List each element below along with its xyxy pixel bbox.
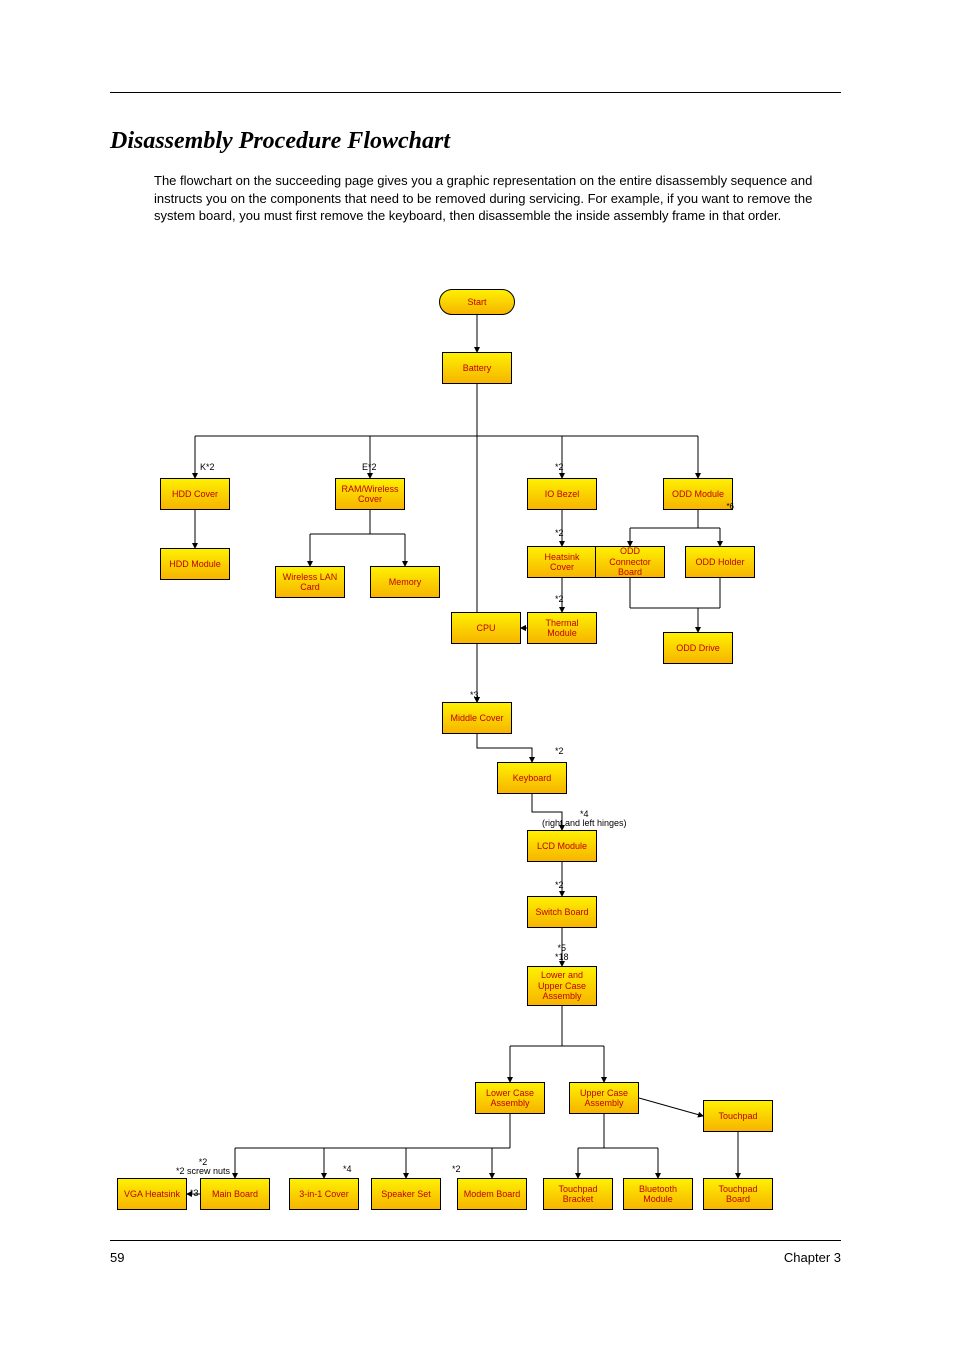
screw-label-s2: *2 [452,1164,461,1174]
node-odd_drive: ODD Drive [663,632,733,664]
node-heatsink_cover: Heatsink Cover [527,546,597,578]
page-number: 59 [110,1250,124,1265]
node-upper_case: Upper Case Assembly [569,1082,639,1114]
body-text: The flowchart on the succeeding page giv… [154,172,841,225]
screw-label-s4_hinges: *4 (right and left hinges) [542,810,627,829]
flowchart: Start Battery HDD Cover RAM/Wireless Cover I… [0,276,954,1351]
node-touchpad: Touchpad [703,1100,773,1132]
header-rule [110,92,841,93]
node-vga_heatsink: VGA Heatsink [117,1178,187,1210]
screw-label-e2: E*2 [362,462,377,472]
node-lower_case: Lower Case Assembly [475,1082,545,1114]
node-wlan_card: Wireless LAN Card [275,566,345,598]
screw-label-s4: *4 [343,1164,352,1174]
node-three_in_one: 3-in-1 Cover [289,1178,359,1210]
screw-label-s2: *2 [555,594,564,604]
node-cpu: CPU [451,612,521,644]
footer-rule [110,1240,841,1241]
node-hdd_cover: HDD Cover [160,478,230,510]
node-odd_holder: ODD Holder [685,546,755,578]
node-switch_board: Switch Board [527,896,597,928]
node-memory: Memory [370,566,440,598]
node-lcd_module: LCD Module [527,830,597,862]
node-start: Start [439,289,515,315]
node-io_bezel: IO Bezel [527,478,597,510]
screw-label-s2: *2 [555,462,564,472]
node-middle_cover: Middle Cover [442,702,512,734]
node-modem: Modem Board [457,1178,527,1210]
node-ram_cover: RAM/Wireless Cover [335,478,405,510]
screw-label-s2: *2 [555,880,564,890]
page: Disassembly Procedure Flowchart The flow… [0,0,954,1351]
node-case_asm: Lower and Upper Case Assembly [527,966,597,1006]
screw-label-s2: *2 [555,528,564,538]
chapter-label: Chapter 3 [784,1250,841,1265]
node-hdd_module: HDD Module [160,548,230,580]
screw-label-s2: *2 [555,746,564,756]
node-keyboard: Keyboard [497,762,567,794]
node-main_board: Main Board [200,1178,270,1210]
node-battery: Battery [442,352,512,384]
node-odd_conn: ODD Connector Board [595,546,665,578]
screw-label-s5_18: *5 *18 [555,944,569,963]
screw-label-s3: *3 [190,1188,199,1198]
page-title: Disassembly Procedure Flowchart [110,128,450,155]
node-bt_module: Bluetooth Module [623,1178,693,1210]
node-tp_bracket: Touchpad Bracket [543,1178,613,1210]
node-thermal: Thermal Module [527,612,597,644]
screw-label-s2_nuts: *2 *2 screw nuts [176,1158,230,1177]
screw-label-k2: K*2 [200,462,215,472]
screw-label-s3: *3 [470,690,479,700]
node-tp_board: Touchpad Board [703,1178,773,1210]
node-speaker: Speaker Set [371,1178,441,1210]
node-odd_module: ODD Module*6 [663,478,733,510]
